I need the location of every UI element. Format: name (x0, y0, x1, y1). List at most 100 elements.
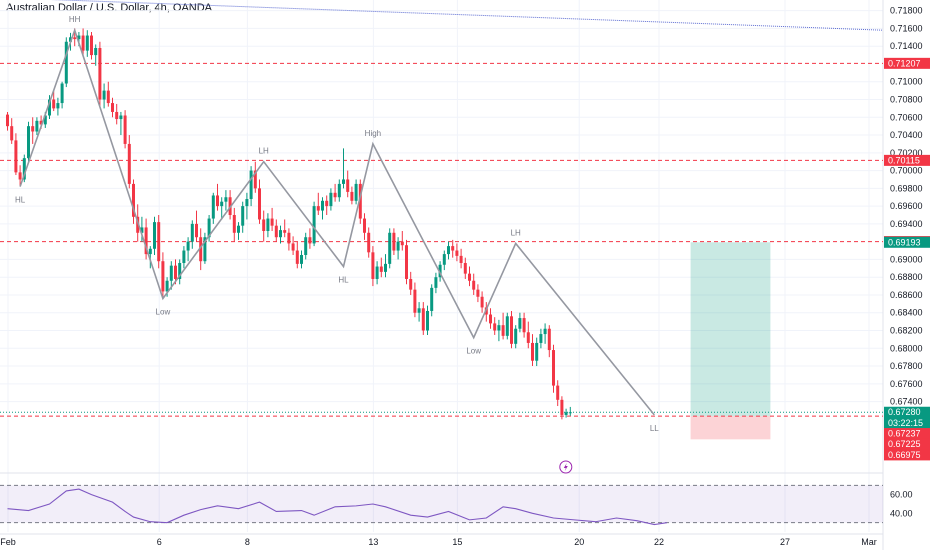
price-tick-label: 0.67600 (890, 379, 923, 389)
candle-body (262, 219, 266, 232)
candle-body (463, 262, 467, 274)
candle-body (22, 158, 26, 180)
candle-body (325, 200, 329, 207)
price-tick-label: 0.67400 (890, 397, 923, 407)
price-tick-label: 0.70200 (890, 148, 923, 158)
candle-body (556, 385, 560, 400)
candle-body (144, 227, 148, 255)
candle-body (245, 199, 249, 207)
candle-body (346, 179, 350, 192)
candle-body (321, 200, 324, 211)
candle-body (535, 342, 539, 361)
price-tick-label: 0.68800 (890, 272, 923, 282)
candle-body (64, 41, 68, 84)
candle-body (518, 318, 522, 329)
candle-body (174, 265, 177, 279)
candle-body (413, 289, 417, 313)
candle-body (539, 334, 543, 343)
candle-body (195, 223, 198, 238)
candle-body (287, 232, 291, 244)
price-tick-label: 0.67800 (890, 361, 923, 371)
candle-body (531, 342, 534, 361)
candle-body (6, 114, 9, 127)
time-tick-label: Mar (861, 537, 877, 547)
swing-label: Low (466, 347, 481, 356)
price-tag (884, 438, 930, 450)
candle-body (367, 232, 371, 253)
candle-body (350, 191, 354, 201)
price-tick-label: 0.68200 (890, 326, 923, 336)
candle-body (111, 103, 114, 112)
candle-body (480, 296, 484, 308)
candle-body (526, 332, 530, 343)
candle-body (207, 218, 211, 238)
candle-body (270, 218, 274, 226)
candle-body (39, 120, 43, 125)
candle-body (552, 350, 555, 386)
rsi-tick-label: 40.00 (890, 508, 913, 518)
candle-body (153, 222, 156, 249)
candle-body (564, 412, 568, 415)
candle-body (447, 246, 450, 255)
candle-body (505, 316, 509, 336)
candle-body (363, 218, 366, 233)
candle-body (560, 399, 564, 415)
price-tick-label: 0.70000 (890, 166, 923, 176)
candle-body (455, 250, 459, 256)
position-stop-zone (690, 416, 771, 440)
candle-body (211, 195, 215, 219)
candle-body (279, 230, 282, 238)
candle-body (295, 250, 299, 264)
price-tag (884, 154, 930, 166)
candle-body (400, 241, 404, 246)
swing-label: LL (650, 424, 659, 433)
candle-body (476, 289, 480, 297)
candle-body (405, 245, 408, 279)
candle-body (94, 47, 98, 56)
candle-body (69, 37, 72, 42)
candle-body (489, 314, 492, 324)
price-tag-label: 0.67237 (888, 429, 921, 439)
candle-body (98, 47, 102, 100)
candle-body (451, 246, 455, 251)
time-tick-label: 6 (157, 537, 162, 547)
lightning-icon (559, 460, 573, 474)
price-tick-label: 0.68400 (890, 308, 923, 318)
time-tick-label: 8 (245, 537, 250, 547)
price-tag-label: 03:22:15 (888, 418, 923, 428)
candle-body (501, 325, 505, 336)
candle-body (426, 310, 429, 331)
candle-body (115, 111, 119, 120)
candle-body (102, 90, 106, 100)
candle-body (333, 192, 337, 198)
candle-body (379, 266, 383, 272)
candle-body (468, 273, 471, 281)
candle-body (203, 237, 207, 262)
candle-body (169, 265, 173, 281)
price-tag (884, 236, 930, 248)
price-tick-label: 0.71600 (890, 23, 923, 33)
candle-body (224, 197, 228, 202)
candle-body (14, 140, 18, 173)
candle-body (35, 120, 39, 132)
price-tick-label: 0.68000 (890, 343, 923, 353)
candle-body (199, 237, 203, 262)
price-tag (884, 428, 930, 440)
candle-body (43, 115, 47, 125)
price-tick-label: 0.70400 (890, 130, 923, 140)
candle-body (48, 99, 51, 116)
candle-body (18, 172, 22, 180)
candle-body (421, 308, 425, 331)
price-tick-label: 0.69400 (890, 219, 923, 229)
price-tick-label: 0.70800 (890, 95, 923, 105)
time-tick-label: 22 (654, 537, 664, 547)
candle-body (27, 126, 30, 159)
candle-body (417, 308, 421, 313)
candle-body (266, 218, 270, 232)
price-tick-label: 0.71800 (890, 6, 923, 16)
candle-body (430, 287, 434, 311)
rsi-band (0, 485, 883, 523)
candle-body (375, 266, 379, 279)
candle-body (342, 179, 345, 184)
